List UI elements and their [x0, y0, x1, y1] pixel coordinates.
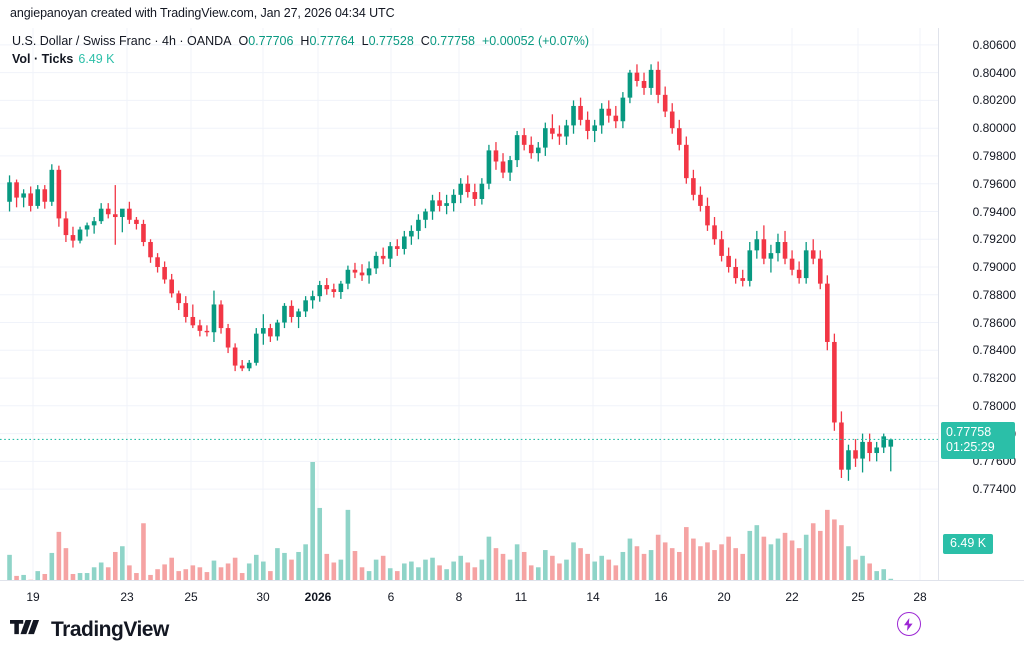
time-axis-tick: 28: [913, 590, 927, 604]
chart-container[interactable]: U.S. Dollar / Swiss Franc · 4h · OANDA O0…: [0, 28, 1024, 636]
footer-branding: TradingView: [10, 618, 169, 642]
chart-plot-pane[interactable]: [0, 28, 938, 580]
price-axis-tick: 0.78000: [972, 398, 1016, 413]
price-scale-axis[interactable]: 0.77758 01:25:29 6.49 K 0.80600 0.80400 0.…: [938, 28, 1024, 580]
price-axis-tick: 0.79000: [972, 260, 1016, 274]
price-axis-tick: 0.80000: [972, 121, 1016, 136]
price-axis-tick: 0.78200: [972, 371, 1016, 386]
price-axis-tick: 0.79400: [972, 204, 1016, 219]
time-axis-tick: 20: [717, 590, 731, 604]
price-line-overlay: [0, 438, 938, 441]
time-axis-tick: 2026: [304, 590, 332, 604]
time-axis-tick: 8: [455, 590, 463, 604]
price-axis-tick: 0.79800: [972, 148, 1016, 163]
time-axis-tick: 22: [785, 590, 799, 604]
volume-histogram: [7, 462, 894, 580]
price-axis-tick: 0.78800: [972, 287, 1016, 302]
current-price-value: 0.77758: [946, 425, 992, 440]
price-axis-tick: 0.77400: [972, 482, 1016, 497]
current-price-badge[interactable]: 0.77758 01:25:29: [941, 422, 1015, 460]
time-axis-tick: 23: [120, 590, 134, 604]
time-axis-tick: 14: [586, 590, 600, 604]
time-axis-tick: 25: [851, 590, 865, 604]
price-axis-tick: 0.80200: [972, 93, 1016, 108]
time-axis-tick: 16: [654, 590, 668, 604]
price-axis-tick: 0.78600: [972, 315, 1016, 330]
price-axis-tick: 0.79600: [972, 176, 1016, 191]
candlestick-series: [7, 61, 894, 481]
lightning-bolt-icon[interactable]: [896, 612, 921, 636]
attribution-text: angiepanoyan created with TradingView.co…: [10, 6, 395, 20]
tradingview-logo-icon: [10, 618, 44, 642]
price-axis-tick: 0.78400: [972, 343, 1016, 358]
time-axis-tick: 30: [256, 590, 270, 604]
time-axis-tick: 19: [26, 590, 40, 604]
time-axis-tick: 11: [514, 590, 528, 604]
current-volume-badge[interactable]: 6.49 K: [943, 534, 994, 554]
price-axis-tick: 0.80600: [972, 37, 1016, 52]
time-axis-tick: 25: [184, 590, 198, 604]
price-axis-tick: 0.80400: [972, 65, 1016, 80]
time-axis-tick: 6: [387, 590, 395, 604]
bar-countdown-timer: 01:25:29: [946, 440, 995, 455]
price-axis-tick: 0.79200: [972, 232, 1016, 247]
time-scale-axis[interactable]: 19 23 25 30 2026 6 8 11 14 16 20 22 25 28: [0, 580, 1024, 611]
tradingview-wordmark: TradingView: [51, 618, 169, 641]
chart-gridlines: [0, 28, 938, 580]
